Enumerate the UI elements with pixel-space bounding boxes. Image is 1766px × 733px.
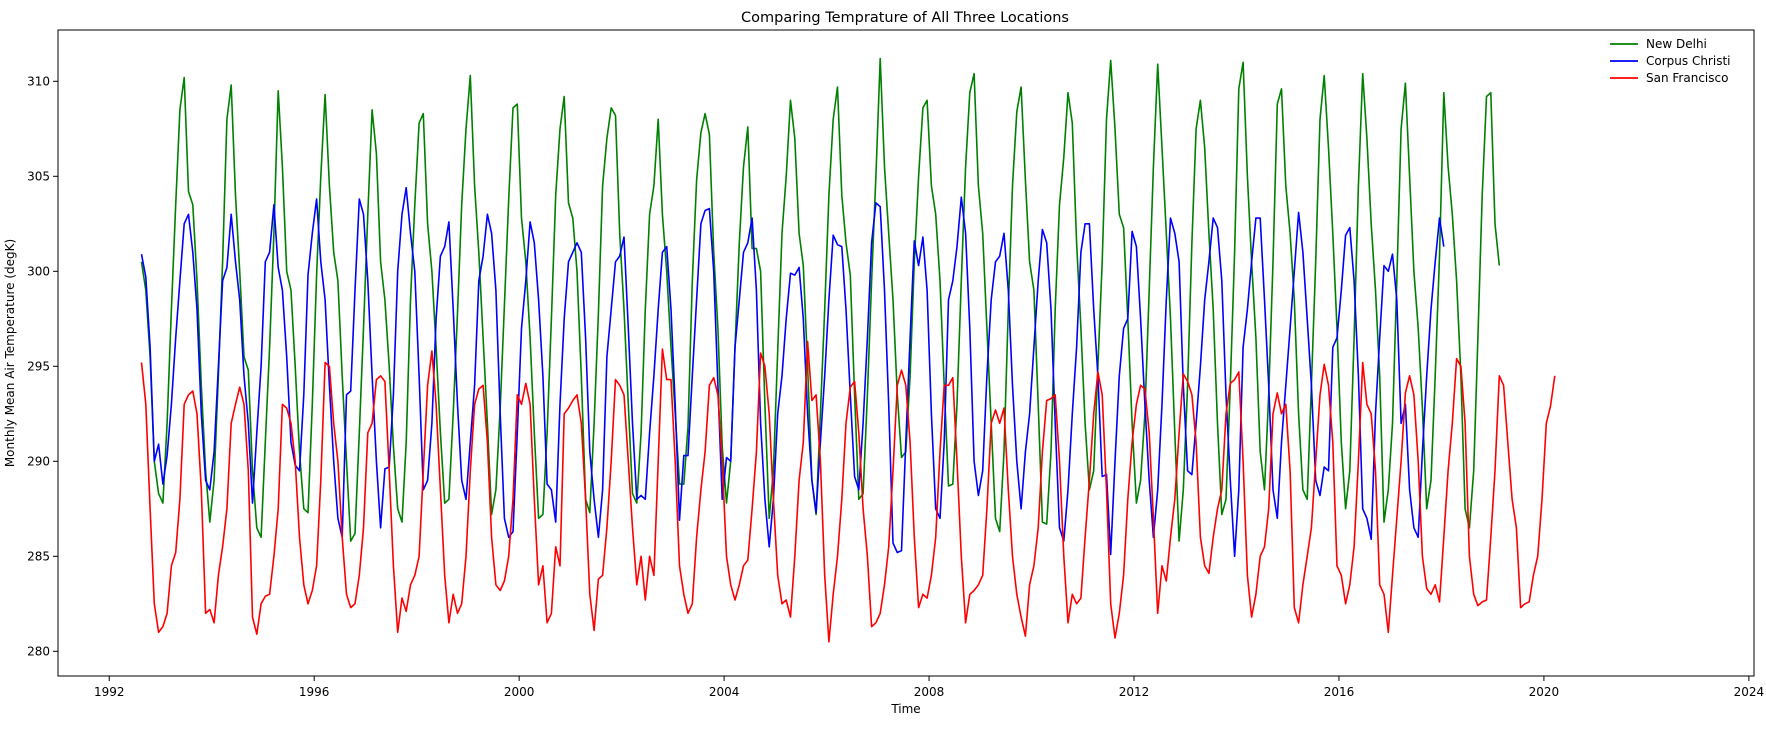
- legend-label-san-francisco: San Francisco: [1646, 71, 1728, 85]
- series-layer: [140, 57, 1556, 643]
- x-tick-label: 2012: [1119, 685, 1150, 699]
- x-tick-label: 1996: [299, 685, 330, 699]
- x-tick-label: 2020: [1529, 685, 1560, 699]
- x-tick-label: 2024: [1734, 685, 1765, 699]
- x-axis-label: Time: [890, 702, 920, 716]
- y-axis: 280 285 290 295 300 305 310: [27, 74, 58, 658]
- y-tick-label: 300: [27, 264, 50, 278]
- series-line-new-delhi: [140, 57, 1501, 542]
- chart-title: Comparing Temprature of All Three Locati…: [741, 10, 1069, 26]
- x-tick-label: 2016: [1324, 685, 1355, 699]
- x-axis: 1992 1996 2000 2004 2008 2012 2016 2020 2024: [94, 676, 1764, 699]
- legend-label-new-delhi: New Delhi: [1646, 37, 1707, 51]
- series-line-san-francisco: [140, 340, 1556, 643]
- plot-frame: [57, 29, 1755, 677]
- x-tick-label: 2000: [504, 685, 535, 699]
- y-tick-label: 280: [27, 644, 50, 658]
- y-tick-label: 285: [27, 549, 50, 563]
- x-tick-label: 2008: [914, 685, 945, 699]
- legend-label-corpus-christi: Corpus Christi: [1646, 54, 1731, 68]
- x-tick-label: 1992: [94, 685, 125, 699]
- y-tick-label: 290: [27, 454, 50, 468]
- x-tick-label: 2004: [709, 685, 740, 699]
- y-tick-label: 305: [27, 169, 50, 183]
- y-axis-label: Monthly Mean Air Temperature (degK): [3, 239, 17, 467]
- y-tick-label: 310: [27, 74, 50, 88]
- legend: New Delhi Corpus Christi San Francisco: [1610, 37, 1731, 85]
- y-tick-label: 295: [27, 359, 50, 373]
